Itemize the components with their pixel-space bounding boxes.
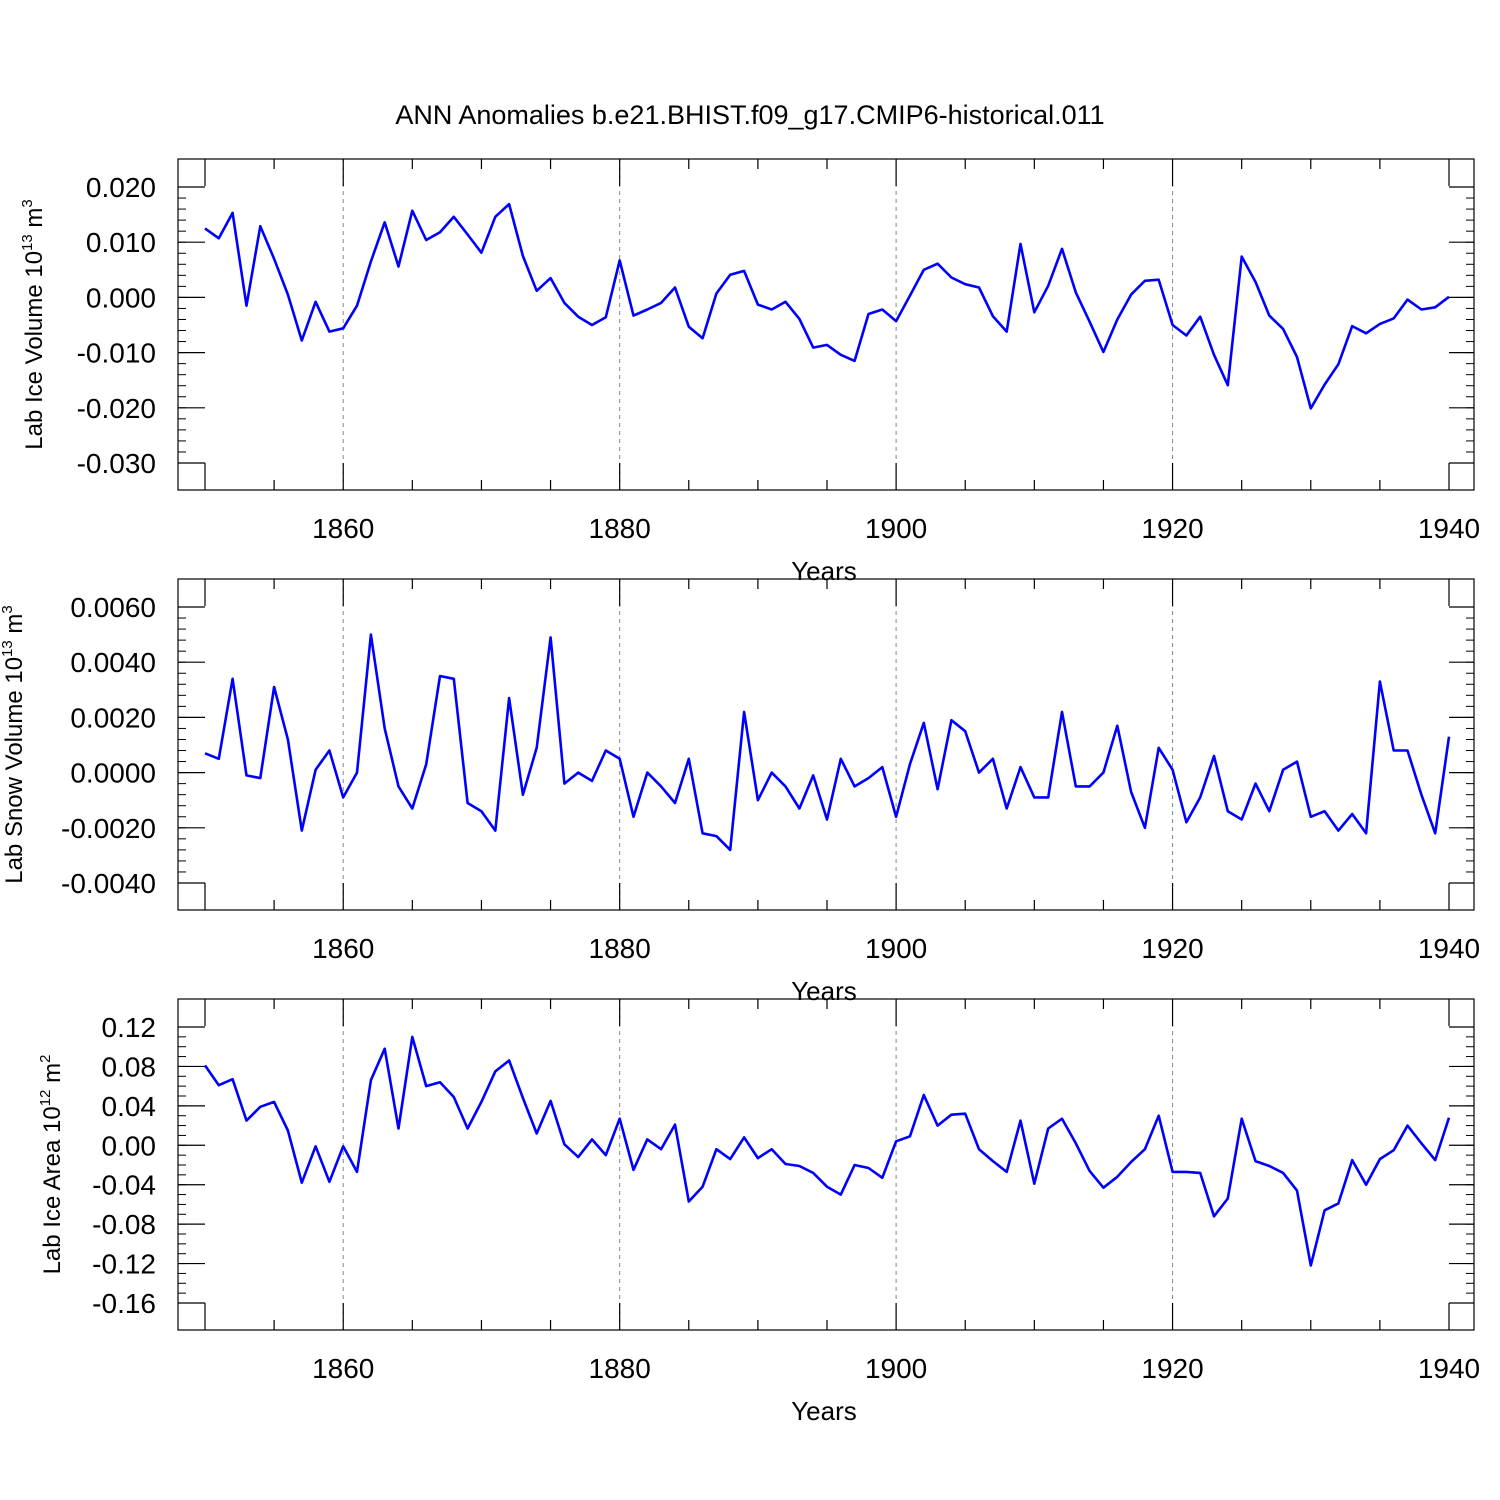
y-tick-label: 0.08: [102, 1051, 157, 1082]
x-axis-label: Years: [791, 556, 857, 586]
x-axis-label: Years: [791, 1396, 857, 1426]
y-tick-label: 0.010: [86, 227, 156, 258]
y-tick-label: 0.0040: [70, 647, 156, 678]
x-tick-label: 1860: [312, 1353, 374, 1384]
plot-frame: [177, 998, 1475, 1331]
x-tick-label: 1900: [865, 513, 927, 544]
x-tick-label: 1860: [312, 933, 374, 964]
y-axis-label: Lab Ice Volume 1013 m3: [19, 199, 48, 450]
x-tick-label: 1940: [1418, 933, 1480, 964]
x-tick-label: 1880: [589, 1353, 651, 1384]
series-line-snow-volume: [204, 633, 1451, 852]
y-tick-label: -0.010: [77, 338, 156, 369]
y-tick-label: 0.0020: [70, 702, 156, 733]
y-tick-label: 0.12: [102, 1012, 157, 1043]
y-tick-label: 0.0000: [70, 758, 156, 789]
y-tick-label: 0.0060: [70, 592, 156, 623]
x-tick-label: 1860: [312, 513, 374, 544]
series-line-ice-area: [203, 1035, 1451, 1267]
y-tick-label: -0.04: [92, 1170, 156, 1201]
x-tick-label: 1920: [1141, 1353, 1203, 1384]
y-tick-label: 0.00: [102, 1130, 157, 1161]
x-tick-label: 1880: [589, 933, 651, 964]
y-axis-label: Lab Ice Area 1012 m2: [37, 1055, 66, 1275]
y-tick-label: -0.16: [92, 1288, 156, 1319]
y-tick-label: -0.0020: [61, 813, 156, 844]
x-tick-label: 1880: [589, 513, 651, 544]
y-tick-label: -0.030: [77, 448, 156, 479]
series-line-ice-volume: [204, 202, 1450, 410]
x-tick-label: 1920: [1141, 933, 1203, 964]
y-tick-label: 0.04: [102, 1091, 157, 1122]
y-tick-label: -0.020: [77, 393, 156, 424]
y-tick-label: -0.08: [92, 1209, 156, 1240]
panel-ice-area: 0.12 0.08 0.04 0.00 -0.04 -0.08 -0.12 -0.16 1860…: [37, 998, 1480, 1426]
panel-ice-volume: 0.020 0.010 0.000 -0.010 -0.020 -0.030 1860 188…: [19, 158, 1480, 586]
x-axis-label: Years: [791, 976, 857, 1006]
y-tick-label: 0.020: [86, 172, 156, 203]
x-tick-label: 1940: [1418, 1353, 1480, 1384]
y-tick-label: -0.0040: [61, 868, 156, 899]
plot-frame: [177, 158, 1475, 491]
panel-snow-volume: 0.0060 0.0040 0.0020 0.0000 -0.0020 -0.0040 18…: [0, 578, 1480, 1006]
x-tick-label: 1920: [1141, 513, 1203, 544]
plot-frame: [177, 578, 1475, 911]
y-tick-label: 0.000: [86, 282, 156, 313]
y-tick-label: -0.12: [92, 1249, 156, 1280]
x-tick-label: 1900: [865, 1353, 927, 1384]
figure-title: ANN Anomalies b.e21.BHIST.f09_g17.CMIP6-…: [395, 100, 1104, 130]
x-tick-label: 1940: [1418, 513, 1480, 544]
x-tick-label: 1900: [865, 933, 927, 964]
y-axis-label: Lab Snow Volume 1013 m3: [0, 605, 28, 884]
